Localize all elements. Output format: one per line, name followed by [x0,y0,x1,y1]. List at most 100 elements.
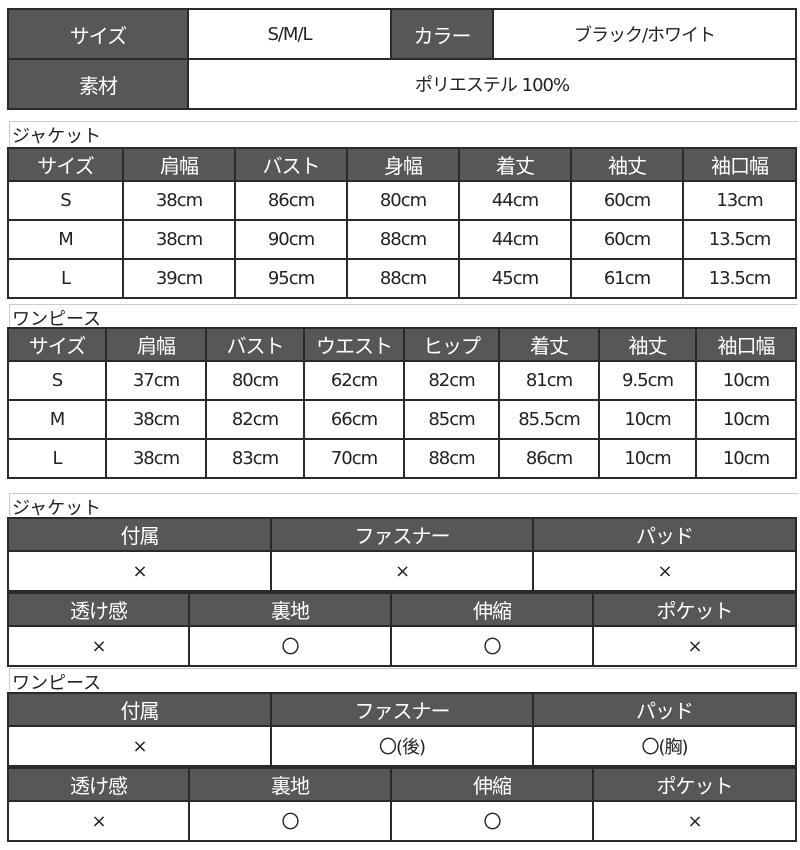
value-cell: 45cm [458,258,572,299]
header-cell: ポケット [592,592,797,627]
header-cell: 裏地 [188,767,392,802]
value-cell: 〇(後) [270,725,534,767]
dress_spec-table-a: 付属 ファスナー パッド × 〇(後) 〇(胸) [7,692,797,767]
header-row: サイズ 肩幅 バスト ウエスト ヒップ 着丈 袖丈 袖口幅 [7,327,797,362]
value-cell: 81cm [498,360,600,401]
value-cell: 90cm [234,219,348,260]
value-cell: × [7,800,190,842]
value-cell: 88cm [403,438,500,479]
value-cell: × [270,550,534,592]
header-cell: 透け感 [7,767,190,802]
header-row: サイズ 肩幅 バスト 身幅 着丈 袖丈 袖口幅 [7,147,797,182]
value-cell: S/M/L [187,8,392,60]
header-cell: パッド [532,517,797,552]
value-cell: × [7,725,272,767]
value-cell: 82cm [205,399,305,440]
value-cell: 38cm [105,399,207,440]
table-row: × 〇(後) 〇(胸) [7,725,797,767]
header-cell: 肩幅 [122,147,236,182]
header-cell: ウエスト [303,327,405,362]
header-cell: 伸縮 [390,767,594,802]
value-cell: 13.5cm [682,219,797,260]
value-cell: 66cm [303,399,405,440]
header-cell: 裏地 [188,592,392,627]
value-cell: 39cm [122,258,236,299]
value-cell: S [7,180,124,221]
value-cell: L [7,438,107,479]
value-cell: 10cm [598,399,697,440]
value-cell: 60cm [570,180,684,221]
table-row: L 39cm 95cm 88cm 45cm 61cm 13.5cm [7,258,797,299]
section-label: ジャケット [9,121,798,148]
summary-row: 素材 ポリエステル 100% [7,58,797,110]
header-row: 付属 ファスナー パッド [7,517,797,552]
value-cell: 38cm [105,438,207,479]
header-cell: サイズ [7,147,124,182]
section-label: ワンピース [9,304,798,331]
jacket_size-table: サイズ 肩幅 バスト 身幅 着丈 袖丈 袖口幅 S 38cm 86cm 80cm 44cm 60cm 13… [7,147,797,299]
dress_spec-table-b: 透け感 裏地 伸縮 ポケット × 〇〇 × [7,767,797,842]
header-cell: 着丈 [498,327,600,362]
header-cell: 身幅 [346,147,460,182]
table-row: S 37cm 80cm 62cm 82cm 81cm 9.5cm 10cm [7,360,797,401]
header-cell: バスト [205,327,305,362]
value-cell: 83cm [205,438,305,479]
value-cell: 86cm [234,180,348,221]
header-cell: バスト [234,147,348,182]
value-cell: 〇 [188,800,392,842]
header-row: 透け感 裏地 伸縮 ポケット [7,592,797,627]
header-cell: ポケット [592,767,797,802]
header-cell: 素材 [7,58,189,110]
table-row: M 38cm 90cm 88cm 44cm 60cm 13.5cm [7,219,797,260]
table-row: × 〇〇 × [7,800,797,842]
header-cell: カラー [390,8,494,60]
header-cell: サイズ [7,327,107,362]
header-row: 透け感 裏地 伸縮 ポケット [7,767,797,802]
value-cell: 13.5cm [682,258,797,299]
value-cell: × [7,625,190,667]
value-cell: 〇 [390,800,594,842]
table-row: × 〇〇 × [7,625,797,667]
value-cell: 38cm [122,219,236,260]
value-cell: 60cm [570,219,684,260]
table-row: L 38cm 83cm 70cm 88cm 86cm 10cm 10cm [7,438,797,479]
section-label: ワンピース [9,668,798,695]
header-cell: ファスナー [270,692,534,727]
value-cell: 〇 [390,625,594,667]
header-cell: 付属 [7,517,272,552]
value-cell: M [7,219,124,260]
header-cell: 透け感 [7,592,190,627]
value-cell: ブラック/ホワイト [492,8,797,60]
value-cell: 70cm [303,438,405,479]
value-cell: L [7,258,124,299]
header-cell: 袖丈 [598,327,697,362]
table-row: S 38cm 86cm 80cm 44cm 60cm 13cm [7,180,797,221]
header-cell: 付属 [7,692,272,727]
value-cell: 86cm [498,438,600,479]
value-cell: ポリエステル 100% [187,58,797,110]
value-cell: 85cm [403,399,500,440]
value-cell: 10cm [598,438,697,479]
header-cell: 伸縮 [390,592,594,627]
header-cell: 袖丈 [570,147,684,182]
value-cell: 62cm [303,360,405,401]
section-label: ジャケット [9,493,798,520]
jacket_spec-table-a: 付属 ファスナー パッド × × × [7,517,797,592]
value-cell: 44cm [458,180,572,221]
table-row: × × × [7,550,797,592]
table-row: M 38cm 82cm 66cm 85cm 85.5cm 10cm 10cm [7,399,797,440]
header-row: 付属 ファスナー パッド [7,692,797,727]
value-cell: S [7,360,107,401]
value-cell: 95cm [234,258,348,299]
value-cell: 10cm [695,438,797,479]
value-cell: 80cm [205,360,305,401]
header-cell: 肩幅 [105,327,207,362]
value-cell: 61cm [570,258,684,299]
value-cell: 44cm [458,219,572,260]
value-cell: M [7,399,107,440]
header-cell: サイズ [7,8,189,60]
value-cell: 13cm [682,180,797,221]
summary-table: サイズ S/M/L カラー ブラック/ホワイト 素材 ポリエステル 100% [7,8,797,110]
value-cell: × [592,625,797,667]
jacket_spec-table-b: 透け感 裏地 伸縮 ポケット × 〇〇 × [7,592,797,667]
